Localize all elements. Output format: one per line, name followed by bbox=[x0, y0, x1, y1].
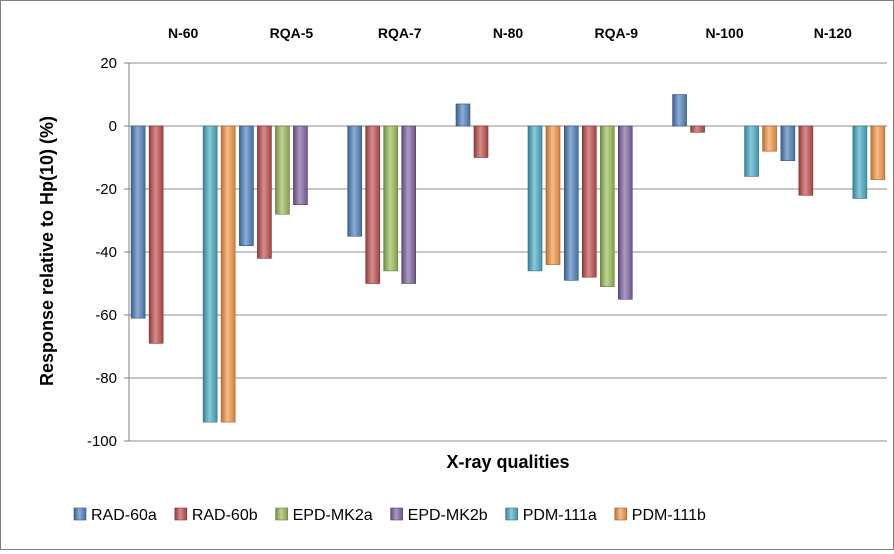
category-labels: N-60 RQA-5 RQA-7 N-80 RQA-9 N-100 N-120 bbox=[168, 25, 852, 41]
axes bbox=[124, 62, 130, 442]
legend-swatch bbox=[73, 507, 87, 521]
legend-swatch bbox=[614, 507, 628, 521]
gridlines: 20 0 -20 -40 -60 -80 -100 bbox=[87, 55, 887, 450]
legend-label: RAD-60b bbox=[192, 507, 258, 524]
y-tick-label: -100 bbox=[87, 433, 117, 450]
bar-rad-60b-rqa-5 bbox=[257, 125, 272, 259]
bar-pdm-111b-n-60 bbox=[220, 125, 236, 423]
bar-epd-mk2b-rqa-5 bbox=[293, 125, 308, 206]
bar-rad-60a-n-60 bbox=[130, 125, 146, 319]
bar-rad-60b-rqa-9 bbox=[581, 125, 597, 278]
legend: RAD-60a RAD-60b EPD-MK2a EPD-MK2b PDM-111a PD… bbox=[73, 507, 706, 524]
bar-epd-mk2a-rqa-5 bbox=[275, 125, 290, 215]
bar-pdm-111a-n-120 bbox=[852, 125, 868, 199]
bar-pdm-111a-n-100 bbox=[744, 125, 759, 177]
bar-pdm-111b-n-120 bbox=[870, 125, 886, 180]
y-tick-label: -80 bbox=[95, 370, 117, 387]
category-label: N-120 bbox=[814, 25, 852, 41]
y-axis-title: Response relative to Hp(10) (%) bbox=[37, 116, 57, 386]
legend-label: EPD-MK2a bbox=[293, 507, 373, 524]
bar-rad-60a-rqa-7 bbox=[347, 125, 363, 237]
y-tick-label: 0 bbox=[109, 118, 117, 135]
y-tick-label: -60 bbox=[95, 307, 117, 324]
bar-rad-60a-n-120 bbox=[780, 125, 796, 161]
bar-rad-60a-n-80 bbox=[455, 103, 471, 127]
category-label: N-60 bbox=[168, 25, 199, 41]
bar-epd-mk2a-rqa-7 bbox=[383, 125, 399, 272]
bar-rad-60b-n-60 bbox=[148, 125, 164, 344]
bar-pdm-111b-n-100 bbox=[762, 125, 777, 152]
bar-epd-mk2b-rqa-9 bbox=[617, 125, 633, 300]
bar-rad-60b-rqa-7 bbox=[365, 125, 381, 284]
bar-pdm-111a-n-60 bbox=[202, 125, 218, 423]
bar-rad-60b-n-100 bbox=[690, 125, 705, 133]
bar-rad-60a-rqa-9 bbox=[563, 125, 579, 281]
y-tick-label: -20 bbox=[95, 181, 117, 198]
category-label: RQA-9 bbox=[595, 25, 639, 41]
legend-swatch bbox=[390, 507, 403, 521]
legend-label: RAD-60a bbox=[91, 507, 157, 524]
category-label: RQA-7 bbox=[378, 25, 422, 41]
legend-swatch bbox=[174, 507, 188, 521]
category-label: N-100 bbox=[706, 25, 744, 41]
category-label: RQA-5 bbox=[270, 25, 314, 41]
bar-epd-mk2b-rqa-7 bbox=[401, 125, 417, 284]
bar-rad-60b-n-80 bbox=[473, 125, 489, 158]
legend-swatch bbox=[275, 507, 288, 521]
bar-rad-60a-n-100 bbox=[672, 94, 687, 127]
legend-swatch bbox=[505, 507, 518, 521]
x-axis-title: X-ray qualities bbox=[446, 452, 569, 472]
legend-label: PDM-111a bbox=[523, 507, 597, 524]
bar-pdm-111b-n-80 bbox=[545, 125, 561, 265]
bar-rad-60a-rqa-5 bbox=[239, 125, 254, 246]
category-label: N-80 bbox=[493, 25, 524, 41]
bar-pdm-111a-n-80 bbox=[527, 125, 543, 272]
legend-label: EPD-MK2b bbox=[408, 507, 488, 524]
bar-epd-mk2a-rqa-9 bbox=[599, 125, 615, 287]
y-tick-label: -40 bbox=[95, 244, 117, 261]
bars bbox=[130, 94, 886, 423]
y-tick-label: 20 bbox=[100, 55, 117, 72]
bar-rad-60b-n-120 bbox=[798, 125, 814, 196]
legend-label: PDM-111b bbox=[632, 507, 706, 524]
